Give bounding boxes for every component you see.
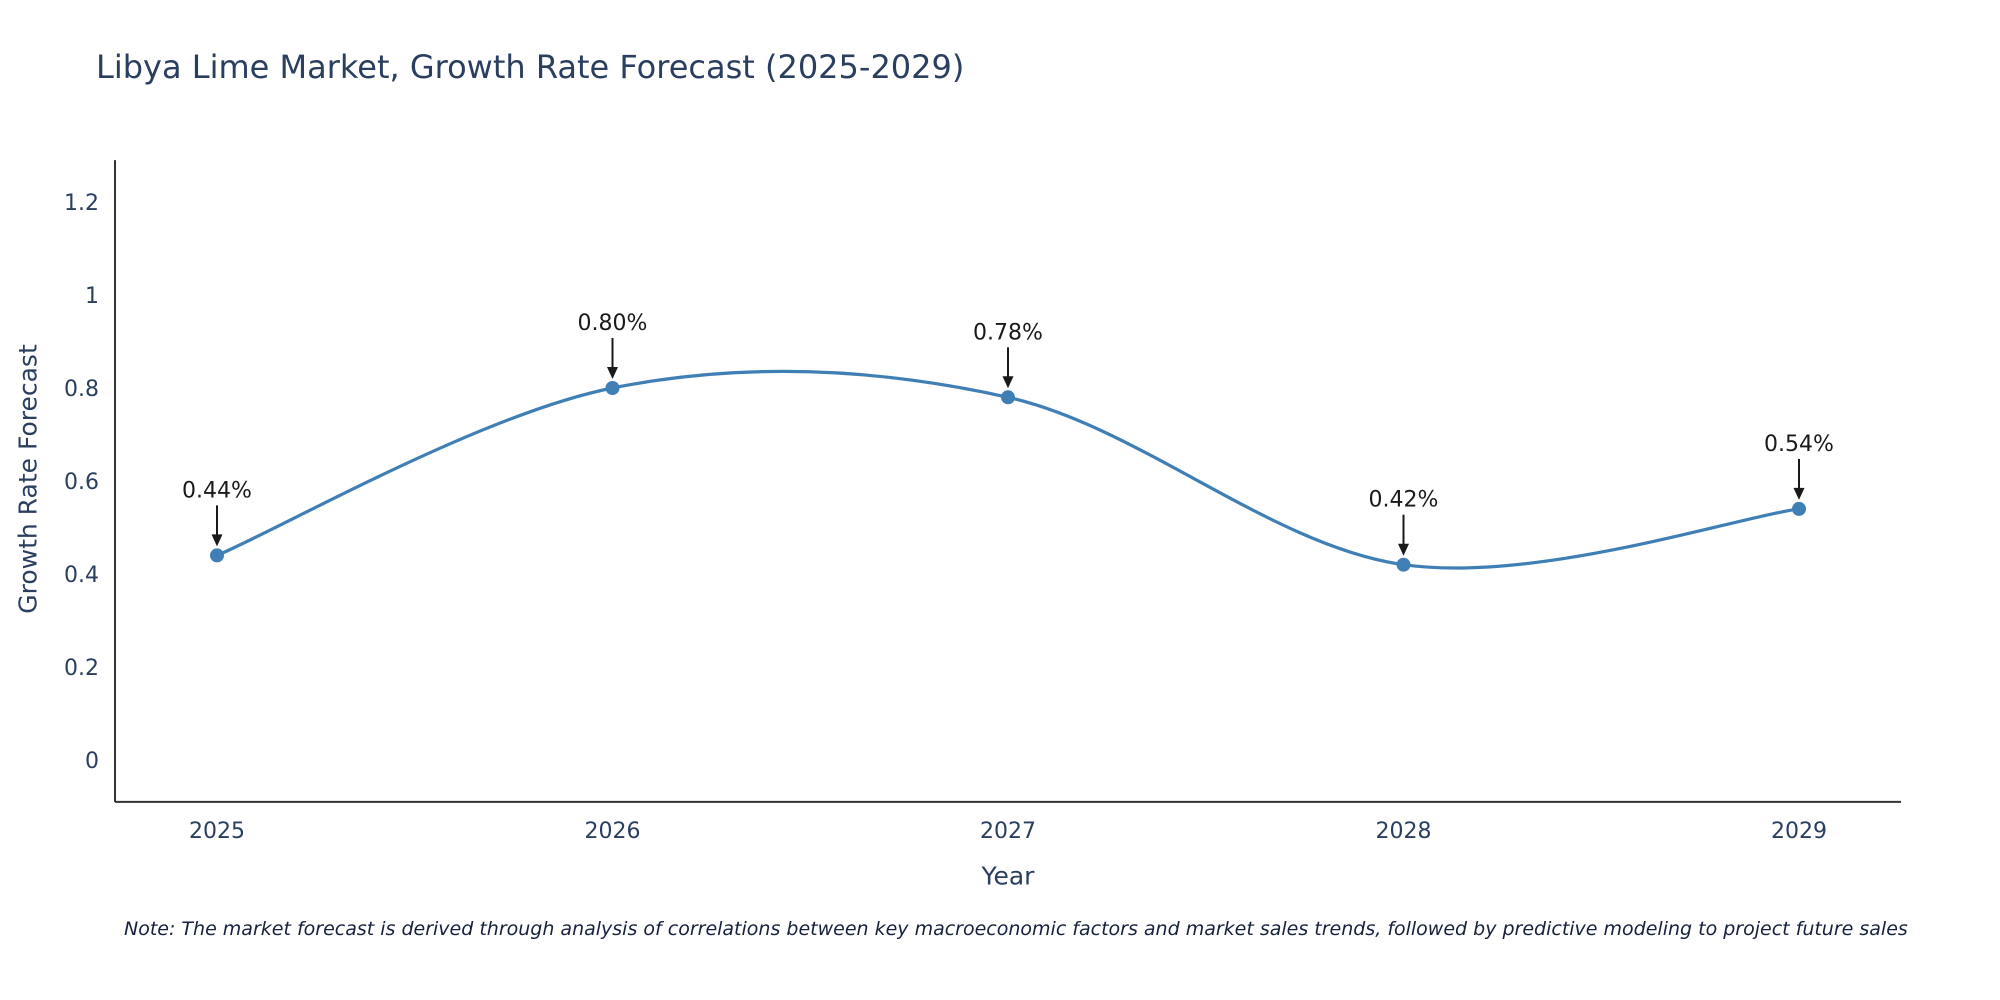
- data-point-label: 0.80%: [578, 311, 648, 336]
- x-tick-label: 2028: [1376, 819, 1432, 844]
- data-point-marker: [1001, 390, 1015, 405]
- x-tick-label: 2025: [189, 819, 245, 844]
- footnote: Note: The market forecast is derived thr…: [124, 918, 1908, 940]
- y-tick-label: 1.2: [64, 191, 99, 216]
- x-axis-title: Year: [981, 861, 1035, 891]
- x-tick-label: 2026: [585, 819, 641, 844]
- annotation-arrow-head: [607, 367, 618, 379]
- y-tick-label: 0.2: [64, 656, 99, 681]
- annotation-arrow-head: [211, 534, 223, 547]
- annotation-arrow-head: [1002, 376, 1014, 389]
- annotation-arrow-head: [1398, 543, 1409, 556]
- data-point-label: 0.42%: [1369, 488, 1439, 513]
- y-tick-label: 1: [85, 284, 99, 309]
- data-point-label: 0.44%: [182, 478, 252, 503]
- x-tick-label: 2027: [980, 819, 1036, 844]
- data-point-marker: [210, 548, 224, 563]
- data-point-marker: [1792, 501, 1806, 516]
- annotation-arrow-head: [1793, 487, 1805, 500]
- y-tick-label: 0: [85, 749, 99, 774]
- chart-title: Libya Lime Market, Growth Rate Forecast …: [96, 48, 965, 86]
- data-point-marker: [605, 381, 620, 395]
- data-point-marker: [1396, 557, 1411, 572]
- data-point-label: 0.78%: [973, 320, 1043, 345]
- x-tick-label: 2029: [1771, 819, 1827, 844]
- y-axis-title: Growth Rate Forecast: [13, 344, 43, 614]
- y-tick-label: 0.8: [64, 377, 99, 402]
- data-point-label: 0.54%: [1764, 432, 1834, 457]
- y-tick-label: 0.4: [64, 563, 99, 588]
- y-tick-label: 0.6: [64, 470, 99, 495]
